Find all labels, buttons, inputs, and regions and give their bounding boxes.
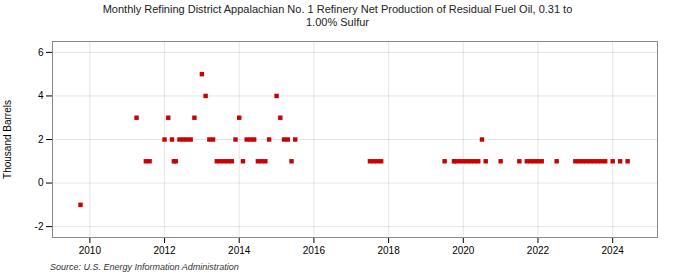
svg-text:4: 4 <box>38 90 44 101</box>
svg-text:2012: 2012 <box>153 245 176 256</box>
svg-text:0: 0 <box>38 177 44 188</box>
svg-text:2022: 2022 <box>527 245 550 256</box>
html-text:Source: U.S. Energy Informatio: Source: U.S. Energy Information Administ… <box>50 262 239 272</box>
svg-text:6: 6 <box>38 47 44 58</box>
svg-text:Thousand Barrels: Thousand Barrels <box>2 100 13 179</box>
html-text:Monthly Refining District Appa: Monthly Refining District Appalachian No… <box>102 3 573 28</box>
svg-text:2014: 2014 <box>228 245 251 256</box>
svg-text:2: 2 <box>38 134 44 145</box>
svg-text:2018: 2018 <box>377 245 400 256</box>
svg-text:2016: 2016 <box>303 245 326 256</box>
svg-text:-2: -2 <box>35 221 44 232</box>
svg-text:2024: 2024 <box>602 245 625 256</box>
svg-text:2020: 2020 <box>452 245 475 256</box>
svg-text:2010: 2010 <box>79 245 102 256</box>
